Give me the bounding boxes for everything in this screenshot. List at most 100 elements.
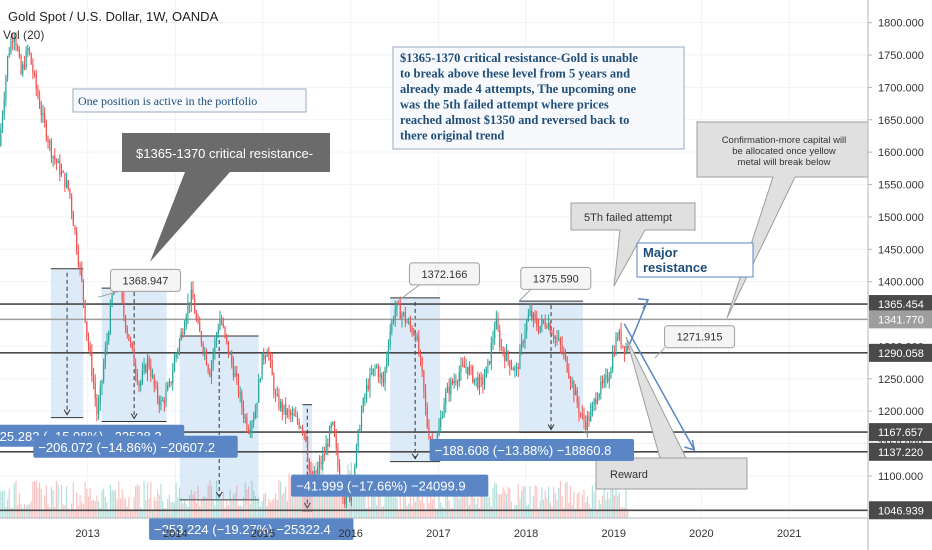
volume-bar (234, 493, 236, 518)
volume-bar (553, 486, 555, 518)
candle-body (99, 386, 101, 404)
price-level-tag-label: 1137.220 (878, 447, 923, 459)
candle-body (603, 379, 605, 384)
candle-body (467, 366, 469, 374)
volume-bar (128, 496, 130, 518)
candle-body (254, 411, 256, 419)
candle-body (131, 342, 133, 348)
price-tick-label: 1700.000 (878, 82, 924, 94)
candle-body (190, 289, 192, 306)
volume-bar (497, 493, 499, 518)
candle-body (446, 386, 449, 393)
volume-bar (62, 504, 64, 518)
candle-body (182, 332, 184, 334)
candle-body (241, 392, 243, 408)
volume-bar (72, 482, 74, 518)
volume-bar (421, 495, 423, 518)
volume-bar (135, 486, 137, 518)
volume-bar (313, 478, 315, 518)
time-tick-label: 2018 (514, 528, 538, 540)
confirmation-line: Confirmation-more capital will (722, 135, 847, 146)
volume-bar (399, 480, 401, 518)
volume-bar (76, 492, 78, 518)
candle-body (89, 346, 91, 353)
volume-bar (595, 482, 597, 518)
volume-bar (86, 488, 88, 518)
volume-bar (613, 495, 615, 518)
candle-body (534, 313, 536, 319)
candle-body (71, 195, 73, 213)
candle-body (13, 36, 15, 42)
volume-bar (210, 485, 213, 518)
critical-note-line: $1365-1370 critical resistance-Gold is u… (400, 51, 638, 65)
volume-bar (185, 504, 187, 518)
candle-body (136, 373, 138, 383)
candle-body (426, 407, 428, 428)
volume-bar (10, 507, 12, 518)
volume-bar (499, 494, 501, 518)
volume-bar (514, 505, 516, 518)
candle-body (406, 322, 408, 324)
volume-bar (495, 483, 497, 518)
volume-bar (526, 505, 528, 518)
volume-bar (606, 492, 609, 518)
candle-body (207, 364, 209, 372)
zone-arrowhead (63, 409, 71, 416)
volume-label: Vol (20) (3, 28, 45, 42)
volume-bar (502, 487, 504, 518)
volume-bar (12, 508, 14, 518)
candle-body (488, 360, 491, 364)
candle-body (239, 392, 241, 395)
price-tick-label: 1100.000 (878, 471, 923, 483)
candle-body (387, 346, 390, 358)
volume-bar (276, 500, 278, 518)
volume-bar (130, 509, 132, 518)
volume-bar (116, 499, 118, 518)
candle-body (23, 64, 26, 69)
candle-body (32, 64, 34, 74)
candle-body (362, 398, 364, 412)
candle-body (288, 409, 290, 412)
candle-body (229, 354, 231, 356)
candle-body (286, 409, 288, 415)
candle-body (303, 431, 305, 434)
volume-bar (246, 488, 248, 518)
candle-body (209, 371, 211, 377)
price-tick-label: 1200.000 (878, 406, 924, 418)
price-level-tag-label: 1365.454 (878, 299, 924, 311)
volume-bar (28, 504, 31, 518)
candle-body (510, 368, 513, 370)
candle-body (468, 366, 470, 374)
candle-body (423, 370, 425, 391)
volume-bar (274, 492, 277, 518)
volume-bar (527, 504, 529, 518)
volume-bar (438, 488, 440, 518)
candle-body (246, 417, 248, 430)
candle-body (162, 400, 164, 402)
volume-bar (330, 486, 332, 518)
volume-bar (419, 500, 422, 518)
volume-bar (202, 496, 204, 518)
candle-body (357, 429, 359, 446)
candle-body (163, 400, 165, 404)
price-tick-label: 1500.000 (878, 212, 924, 224)
candle-body (617, 337, 619, 339)
candle-body (542, 319, 545, 322)
candle-body (151, 375, 154, 377)
volume-bar (141, 509, 144, 518)
candle-body (5, 77, 7, 100)
volume-bar (327, 476, 329, 518)
volume-bar (490, 506, 492, 518)
volume-bar (394, 496, 396, 518)
volume-bar (430, 486, 432, 518)
candle-body (121, 288, 123, 301)
volume-bar (483, 491, 486, 518)
candle-body (408, 321, 410, 323)
candle-body (499, 329, 501, 347)
volume-bar (231, 499, 233, 518)
volume-bar (253, 490, 255, 518)
volume-bar (69, 509, 71, 518)
volume-bar (521, 490, 523, 518)
